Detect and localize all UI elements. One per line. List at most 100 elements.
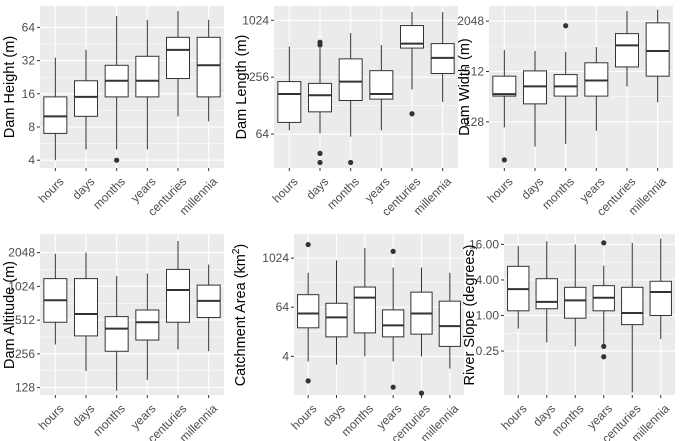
y-tick-label: 4 <box>282 349 289 363</box>
iqr-box <box>166 36 190 80</box>
iqr-box <box>43 96 68 134</box>
iqr-box <box>649 280 672 316</box>
iqr-box <box>74 278 98 337</box>
x-tick-label: months <box>324 174 362 212</box>
y-axis-title: Dam Height (m) <box>2 36 18 138</box>
box-years <box>135 19 160 150</box>
x-tick-label: hours <box>36 401 67 432</box>
box-months <box>338 33 363 166</box>
box-hours <box>492 50 517 163</box>
iqr-box <box>166 268 190 323</box>
x-tick-label: months <box>90 174 128 212</box>
x-tick-label: months <box>539 174 577 212</box>
box-months <box>564 244 587 347</box>
y-tick-label: 64 <box>256 127 270 141</box>
box-days <box>308 39 332 166</box>
iqr-box <box>400 25 424 49</box>
iqr-box <box>353 286 376 334</box>
y-tick-label: 64 <box>22 20 36 34</box>
box-millennia <box>430 12 455 102</box>
iqr-box <box>297 294 320 329</box>
iqr-box <box>382 309 405 338</box>
outlier-point <box>563 23 569 29</box>
box-years <box>369 45 394 131</box>
y-tick-label: 256 <box>15 347 35 361</box>
outlier-point <box>317 39 323 45</box>
box-months <box>104 16 129 163</box>
iqr-box <box>535 278 558 310</box>
panel-background <box>489 6 673 168</box>
outlier-point <box>601 240 607 246</box>
y-tick-label: 512 <box>15 313 35 327</box>
box-hours <box>43 57 68 161</box>
x-tick-label: hours <box>288 401 319 432</box>
outlier-point <box>418 390 425 396</box>
box-millennia <box>649 238 672 339</box>
box-centuries <box>621 242 644 393</box>
outlier-point <box>390 248 396 254</box>
y-axis-title: Catchment Area (km2) <box>231 244 249 387</box>
iqr-box <box>338 58 363 102</box>
box-months <box>353 248 376 357</box>
outlier-point <box>409 111 415 117</box>
y-axis-title: Dam Width (m) <box>457 38 473 135</box>
y-tick-label: 512 <box>464 64 484 78</box>
panel-background <box>504 234 675 395</box>
y-axis-title: River Slope (degrees) <box>462 244 478 385</box>
box-centuries <box>615 11 639 87</box>
box-days <box>523 50 547 147</box>
iqr-box <box>277 81 302 123</box>
iqr-box <box>621 286 644 326</box>
y-tick-label: 0.25 <box>476 344 500 358</box>
y-tick-label: 256 <box>249 70 269 84</box>
iqr-box <box>325 302 348 338</box>
y-tick-label: 32 <box>22 54 36 68</box>
box-years <box>592 240 615 360</box>
box-days <box>535 241 558 343</box>
x-tick-label: months <box>90 401 128 439</box>
box-years <box>382 248 405 390</box>
iqr-box <box>553 74 578 97</box>
y-tick-label: 1024 <box>242 13 269 27</box>
x-tick-label: hours <box>36 174 67 205</box>
y-tick-label: 2048 <box>457 14 484 28</box>
outlier-point <box>305 378 311 384</box>
outlier-point <box>390 384 396 390</box>
iqr-box <box>492 75 517 97</box>
x-tick-label: hours <box>485 174 516 205</box>
iqr-box <box>615 33 639 68</box>
box-months <box>553 23 578 144</box>
x-tick-label: hours <box>498 401 529 432</box>
box-centuries <box>400 12 424 117</box>
y-tick-label: 1024 <box>8 279 35 293</box>
panel-background <box>274 6 458 168</box>
outlier-point <box>317 150 323 156</box>
y-tick-label: 4.00 <box>476 273 500 287</box>
iqr-box <box>135 55 160 98</box>
box-millennia <box>438 272 461 369</box>
box-millennia <box>196 19 221 122</box>
box-days <box>325 260 348 365</box>
box-years <box>584 47 609 131</box>
iqr-box <box>74 80 98 117</box>
x-tick-label: months <box>549 401 587 439</box>
outlier-point <box>305 241 311 248</box>
iqr-box <box>104 316 129 352</box>
outlier-point <box>317 159 323 166</box>
iqr-box <box>564 286 587 319</box>
iqr-box <box>369 70 394 100</box>
y-tick-label: 1.00 <box>476 308 500 322</box>
iqr-box <box>438 300 461 347</box>
panel-background <box>40 6 224 168</box>
outlier-point <box>501 157 507 163</box>
y-axis-title: Dam Altitude (m) <box>2 261 18 369</box>
y-tick-label: 1024 <box>262 251 289 265</box>
outlier-point <box>114 157 120 163</box>
